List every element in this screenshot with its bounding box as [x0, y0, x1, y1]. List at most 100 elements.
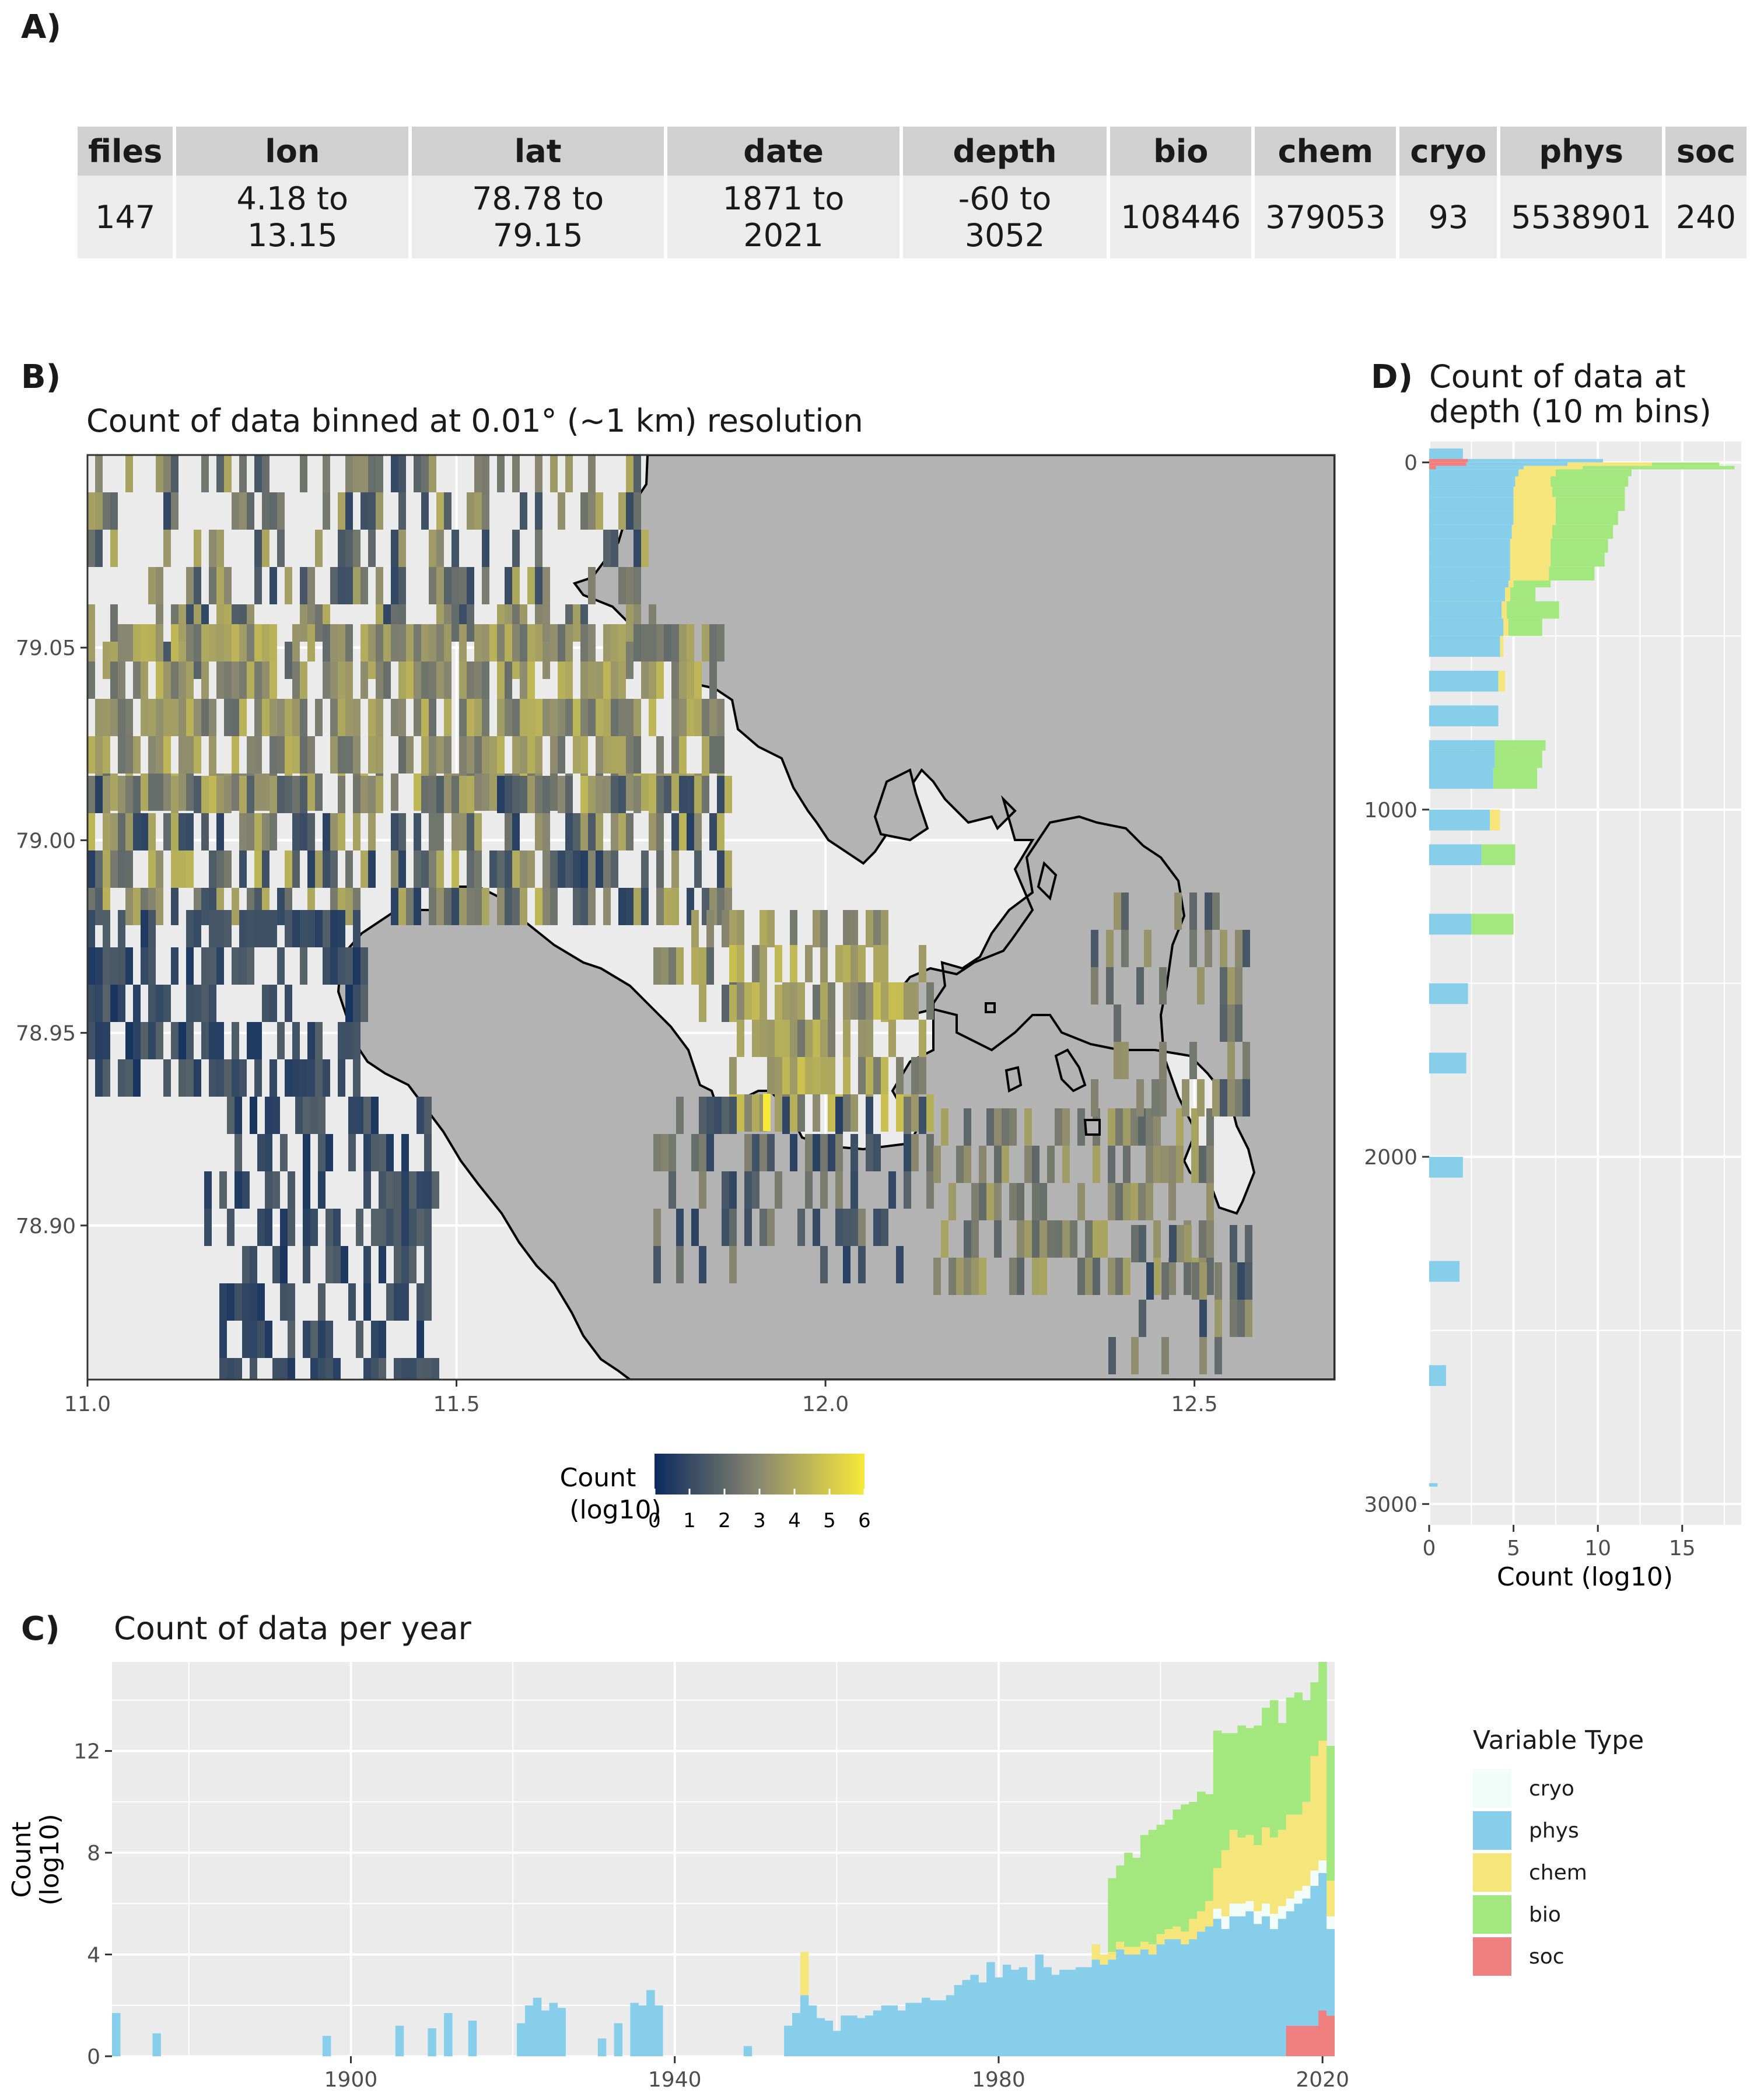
depth-bar-bio-830 [1494, 750, 1542, 768]
depth-bar-phys-1100 [1429, 844, 1482, 866]
heatmap-cell [634, 699, 641, 736]
bar-phys-2017 [1294, 1903, 1303, 2026]
bar-chem-1999 [1148, 1944, 1157, 1955]
heatmap-cell [216, 910, 224, 947]
heatmap-cell [376, 776, 383, 813]
bar-phys-1987 [1051, 1975, 1060, 2056]
heatmap-cell [394, 1246, 401, 1283]
heatmap-cell [310, 1358, 318, 1380]
heatmap-cell [467, 492, 474, 530]
heatmap-cell [1174, 892, 1182, 930]
heatmap-cell [588, 813, 596, 850]
heatmap-cell [729, 945, 737, 982]
heatmap-cell [596, 736, 603, 774]
heatmap-cell [1032, 1183, 1040, 1220]
heatmap-cell [376, 624, 383, 662]
heatmap-cell [687, 662, 694, 699]
heatmap-cell [671, 624, 679, 662]
depth-bar-phys-2300 [1429, 1261, 1460, 1282]
heatmap-cell [171, 813, 178, 850]
heatmap-cell [436, 567, 444, 604]
bar-chem-2003 [1181, 1931, 1189, 1945]
heatmap-cell [588, 624, 596, 662]
heatmap-cell [1093, 1146, 1100, 1183]
heatmap-cell [379, 1358, 386, 1380]
heatmap-cell [512, 736, 520, 774]
heatmap-cell [558, 699, 565, 736]
bar-phys-1931 [597, 2038, 607, 2056]
heatmap-cell [285, 736, 292, 774]
heatmap-cell [664, 624, 671, 662]
heatmap-cell [805, 1057, 813, 1094]
heatmap-cell [813, 985, 820, 1022]
heatmap-cell [353, 1022, 360, 1059]
heatmap-cell [729, 1171, 737, 1209]
heatmap-cell [1237, 1300, 1245, 1337]
heatmap-cell [699, 1097, 706, 1134]
heatmap-cell [866, 1097, 873, 1134]
heatmap-cell [156, 624, 163, 662]
heatmap-cell [1184, 1258, 1191, 1295]
heatmap-cell [813, 1134, 820, 1171]
heatmap-cell [95, 736, 103, 774]
colorbar-tick-label: 0 [648, 1509, 661, 1532]
heatmap-cell [156, 774, 163, 811]
depth-bar-phys-880 [1429, 768, 1493, 789]
heatmap-cell [565, 624, 573, 662]
heatmap-cell [133, 1059, 141, 1097]
heatmap-cell [1220, 1005, 1227, 1042]
heatmap-cell [209, 530, 216, 567]
heatmap-cell [250, 1246, 257, 1283]
heatmap-cell [706, 910, 714, 947]
heatmap-cell [307, 910, 315, 947]
heatmap-cell [512, 888, 520, 925]
bar-cryo-2010 [1237, 1903, 1246, 1917]
heatmap-cell [919, 1020, 926, 1057]
heatmap-cell [790, 945, 797, 982]
heatmap-cell [729, 1097, 737, 1134]
heatmap-cell [1091, 967, 1098, 1005]
heatmap-cell [611, 850, 618, 888]
heatmap-cell [398, 736, 406, 774]
heatmap-cell [634, 888, 641, 925]
bar-phys-1981 [1002, 1964, 1012, 2056]
heatmap-cell [163, 455, 171, 492]
depth-bar-phys-450 [1429, 618, 1504, 636]
heatmap-cell [459, 888, 467, 925]
heatmap-cell [224, 1059, 232, 1097]
bar-phys-1991 [1083, 1967, 1093, 2056]
heatmap-cell [227, 1358, 235, 1380]
heatmap-cell [452, 888, 459, 925]
bar-phys-1970 [914, 2003, 922, 2056]
heatmap-cell [790, 1020, 797, 1057]
heatmap-cell [671, 850, 679, 888]
heatmap-cell [790, 910, 797, 947]
heatmap-cell [520, 888, 527, 925]
heatmap-cell [1009, 1183, 1017, 1220]
heatmap-cell [235, 1358, 242, 1380]
heatmap-cell [156, 662, 163, 699]
heatmap-cell [1114, 1042, 1121, 1079]
heatmap-cell [911, 1057, 919, 1094]
heatmap-cell [520, 776, 527, 813]
heatmap-cell [353, 699, 360, 736]
heatmap-cell [542, 888, 550, 925]
heatmap-cell [467, 699, 474, 736]
heatmap-cell [482, 774, 489, 811]
heatmap-cell [850, 1134, 858, 1171]
heatmap-cell [671, 888, 679, 925]
heatmap-cell [797, 1209, 805, 1246]
heatmap-cell [467, 888, 474, 925]
bar-bio-2020 [1318, 1662, 1327, 1741]
heatmap-cell [280, 1209, 288, 1246]
bar-phys-1965 [873, 2010, 882, 2056]
heatmap-cell [873, 910, 881, 947]
heatmap-cell [239, 910, 247, 947]
legend-item-cryo: cryo [1473, 1768, 1587, 1810]
heatmap-cell [424, 1283, 432, 1321]
heatmap-cell [315, 604, 323, 642]
heatmap-cell [414, 813, 421, 850]
heatmap-cell [558, 736, 565, 774]
heatmap-cell [565, 813, 573, 850]
